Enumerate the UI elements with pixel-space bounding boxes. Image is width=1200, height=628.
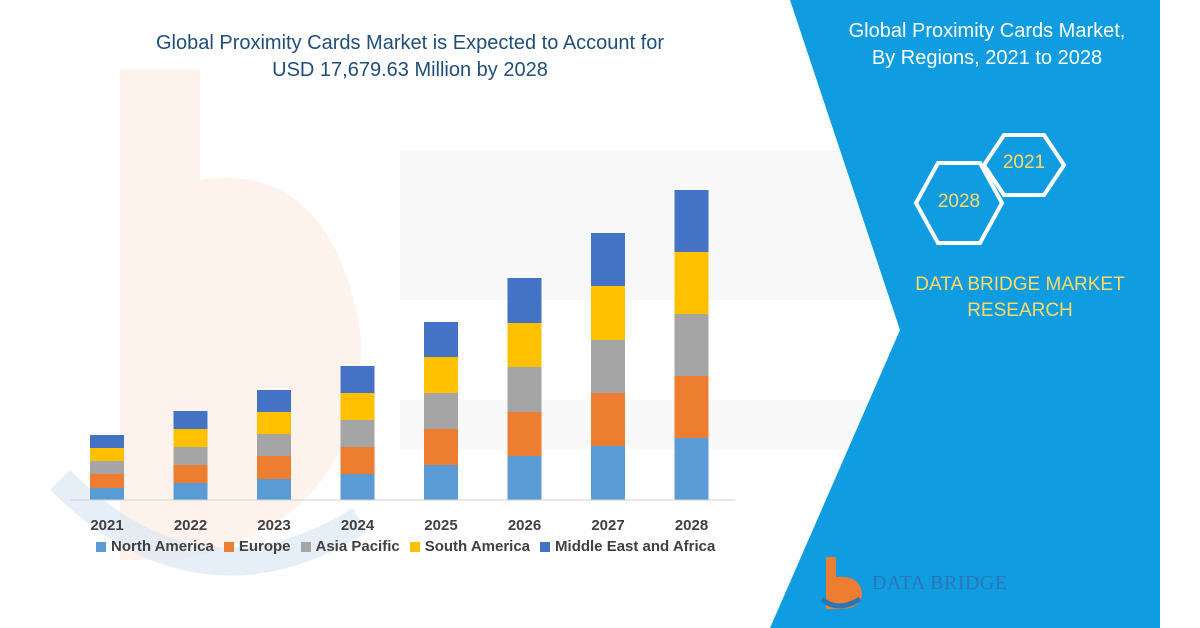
legend-swatch	[300, 541, 311, 552]
bar-segment-2028-4	[674, 190, 709, 252]
legend-swatch	[409, 541, 420, 552]
bar-segment-2022-4	[173, 411, 208, 429]
legend-label: South America	[424, 538, 531, 555]
panel-title-line-2: By Regions, 2021 to 2028	[871, 47, 1103, 69]
logo-mark-icon	[820, 557, 862, 609]
legend-item-middle-east-africa: Middle East and Africa	[540, 538, 715, 555]
legend-label: Europe	[238, 538, 291, 555]
x-tick-label: 2022	[174, 517, 207, 534]
bar-segment-2028-0	[674, 438, 709, 500]
bar-segment-2023-4	[257, 390, 291, 412]
legend-swatch	[223, 541, 234, 552]
x-tick-label: 2025	[424, 517, 457, 534]
bar-segment-2027-3	[591, 286, 625, 340]
bar-segment-2021-4	[90, 435, 124, 448]
legend-swatch	[96, 541, 106, 552]
legend-item-south-america: South America	[409, 538, 531, 555]
legend-label: Middle East and Africa	[555, 538, 716, 555]
bar-segment-2024-2	[340, 420, 375, 447]
legend-label: North America	[111, 538, 214, 555]
panel-title-line-1: Global Proximity Cards Market,	[848, 20, 1126, 42]
legend: North America Europe Asia Pacific South …	[96, 538, 715, 555]
bar-segment-2022-0	[173, 483, 208, 500]
chart-title: Global Proximity Cards Market is Expecte…	[60, 30, 760, 84]
x-tick-label: 2023	[257, 517, 290, 534]
x-tick-label: 2021	[90, 517, 123, 534]
brand-text: DATA BRIDGE MARKET RESEARCH	[880, 272, 1160, 324]
bar-segment-2026-2	[507, 367, 542, 412]
bar-segment-2025-1	[424, 429, 458, 465]
bar-segment-2024-1	[340, 447, 375, 474]
x-tick-label: 2024	[341, 517, 375, 534]
bar-segment-2021-0	[90, 488, 124, 500]
legend-item-europe: Europe	[223, 538, 291, 555]
legend-swatch	[540, 541, 551, 552]
bar-segment-2022-1	[173, 465, 208, 483]
x-tick-labels: 2021 2022 2023 2024 2025 2026 2027 2028	[90, 517, 708, 534]
chart-title-line-2: USD 17,679.63 Million by 2028	[272, 59, 548, 81]
bar-segment-2026-4	[507, 278, 542, 323]
legend-label: Asia Pacific	[315, 538, 400, 555]
bar-segment-2023-1	[257, 456, 291, 479]
bar-segment-2025-0	[424, 465, 458, 500]
hexagon-2028-icon	[913, 161, 1005, 245]
x-tick-label: 2026	[508, 517, 541, 534]
bar-segment-2021-3	[90, 448, 124, 461]
x-tick-label: 2028	[675, 517, 708, 534]
bar-segment-2028-2	[674, 314, 709, 376]
bar-segment-2027-4	[591, 233, 625, 286]
bar-segment-2028-1	[674, 376, 709, 438]
hexagon-2021-icon	[981, 133, 1067, 197]
bar-segment-2023-2	[257, 434, 291, 456]
bar-segment-2021-1	[90, 474, 124, 488]
bar-segment-2024-0	[340, 474, 375, 500]
panel-background	[770, 0, 1160, 628]
panel-title: Global Proximity Cards Market, By Region…	[832, 18, 1142, 72]
legend-item-north-america: North America	[96, 538, 214, 555]
bar-segment-2023-3	[257, 412, 291, 434]
brand-line-1: DATA BRIDGE MARKET	[915, 274, 1125, 295]
bar-segment-2026-0	[507, 456, 542, 500]
bar-segment-2027-0	[591, 446, 625, 500]
legend-item-asia-pacific: Asia Pacific	[300, 538, 400, 555]
hex-year-2028: 2028	[937, 191, 981, 212]
logo: DATA BRIDGE	[820, 555, 1008, 611]
bar-segment-2023-0	[257, 479, 291, 500]
bar-segment-2024-3	[340, 393, 375, 420]
hex-year-2021: 2021	[1002, 152, 1046, 173]
bar-segment-2025-3	[424, 357, 458, 393]
bar-segment-2025-4	[424, 322, 458, 357]
bar-segment-2028-3	[674, 252, 709, 314]
brand-line-2: RESEARCH	[967, 300, 1073, 321]
bar-segment-2025-2	[424, 393, 458, 429]
bars-group	[90, 190, 709, 500]
bar-segment-2024-4	[340, 366, 375, 393]
x-tick-label: 2027	[591, 517, 624, 534]
bar-segment-2026-3	[507, 323, 542, 367]
chart-title-line-1: Global Proximity Cards Market is Expecte…	[156, 32, 664, 54]
bar-segment-2022-2	[173, 447, 208, 465]
bar-segment-2026-1	[507, 412, 542, 456]
bar-segment-2022-3	[173, 429, 208, 447]
bar-segment-2027-2	[591, 340, 625, 393]
bar-segment-2021-2	[90, 461, 124, 474]
bar-segment-2027-1	[591, 393, 625, 446]
logo-name: DATA BRIDGE	[872, 571, 1008, 594]
